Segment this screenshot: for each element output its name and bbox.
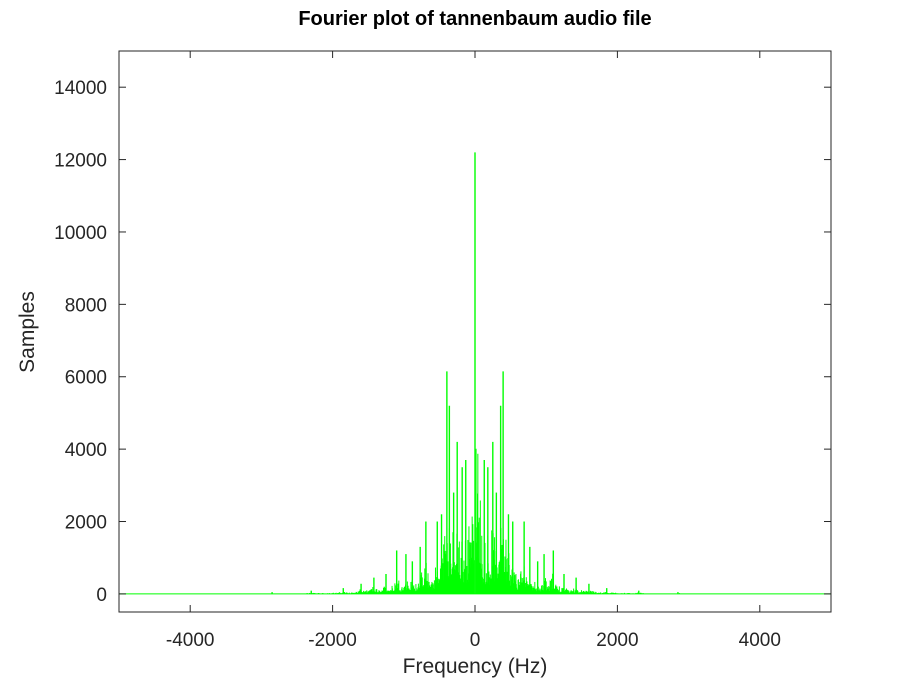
axis-layer: -4000 -2000 0 2000 4000 0 2000 4000 6000 8000 1000… [54,51,831,651]
y-tick-label: 2000 [65,513,107,534]
y-tick-label: 8000 [65,295,107,316]
y-tick-label: 10000 [54,223,107,244]
x-tick-label: 2000 [596,630,638,651]
x-axis-label: Frequency (Hz) [403,655,548,678]
y-axis-label: Samples [16,291,39,373]
x-tick-label: 0 [470,630,481,651]
chart-title: Fourier plot of tannenbaum audio file [298,8,651,30]
y-tick-label: 14000 [54,78,107,99]
x-tick-label: -2000 [308,630,357,651]
y-tick-label: 6000 [65,368,107,389]
x-tick-label: 4000 [739,630,781,651]
y-tick-label: 12000 [54,151,107,172]
y-tick-label: 4000 [65,440,107,461]
x-tick-label: -4000 [166,630,215,651]
series-layer [119,152,831,595]
y-tick-label: 0 [96,585,107,606]
